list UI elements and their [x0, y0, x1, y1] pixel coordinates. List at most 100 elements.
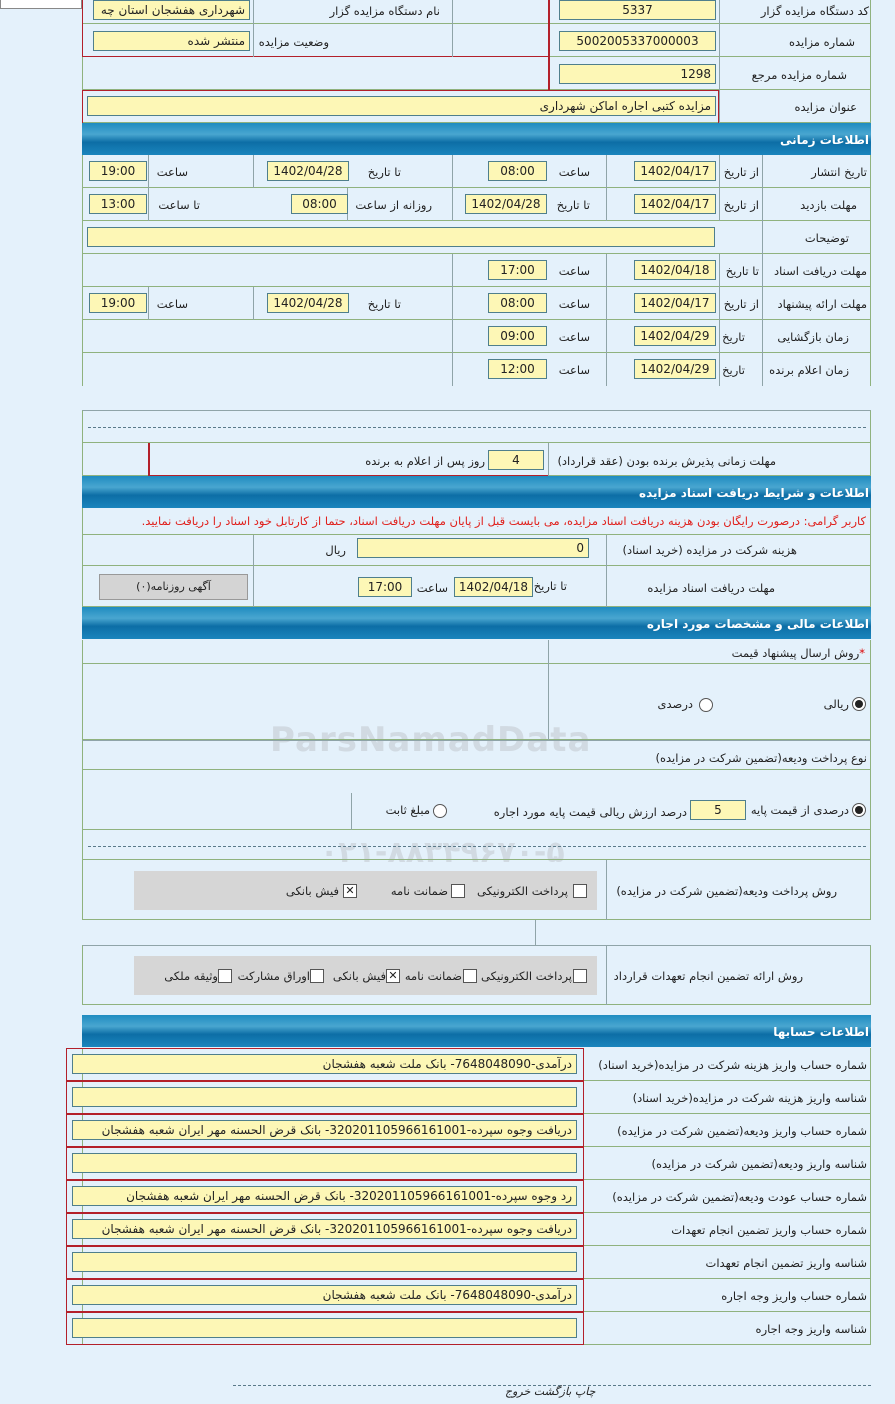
account-label: شماره حساب واریز تضمین انجام تعهدات [671, 1223, 867, 1237]
offer-from-time[interactable]: 08:00 [488, 293, 547, 313]
opening-label: زمان بازگشایی [777, 330, 849, 344]
docs-deadline-label: مهلت دریافت اسناد [774, 264, 867, 278]
fee-field[interactable]: 0 [357, 538, 589, 558]
auction-number-label: شماره مزایده [789, 35, 855, 49]
ref-number-field[interactable]: 1298 [559, 64, 716, 84]
title-field[interactable]: مزایده کتبی اجاره اماکن شهرداری [87, 96, 716, 116]
deposit-methods-group [134, 871, 597, 910]
account-label: شماره حساب واریز هزینه شرکت در مزایده(خر… [598, 1058, 867, 1072]
publish-to-date[interactable]: 1402/04/28 [267, 161, 349, 181]
account-label: شناسه واریز تضمین انجام تعهدات [705, 1256, 867, 1270]
radio-percent[interactable] [699, 698, 713, 712]
publish-to-time[interactable]: 19:00 [89, 161, 147, 181]
org-name-field[interactable]: شهرداری هفشجان استان چه [93, 0, 250, 20]
publish-from-time[interactable]: 08:00 [488, 161, 547, 181]
deposit-type-label: نوع پرداخت ودیعه(تضمین شرکت در مزایده) [655, 751, 867, 765]
title-label: عنوان مزایده [794, 100, 857, 114]
docs-notice: کاربر گرامی: درصورت رایگان بودن هزینه در… [141, 514, 866, 528]
checkbox-g-bank-receipt-label: فیش بانکی [332, 969, 386, 983]
opening-date[interactable]: 1402/04/29 [634, 326, 716, 346]
offer-to-date[interactable]: 1402/04/28 [267, 293, 349, 313]
account-field[interactable] [72, 1087, 577, 1107]
status-label: وضعیت مزایده [258, 35, 329, 49]
price-method-label: *روش ارسال پیشنهاد قیمت [732, 645, 865, 661]
time-label: ساعت [156, 165, 188, 179]
account-field[interactable] [72, 1318, 577, 1338]
newspaper-ad-button[interactable]: آگهی روزنامه(۰) [99, 574, 248, 600]
guarantee-method-label: روش ارائه تضمین انجام تعهدات قرارداد [613, 969, 803, 983]
opening-time[interactable]: 09:00 [488, 326, 547, 346]
checkbox-g-property[interactable] [218, 969, 232, 983]
radio-rial[interactable] [852, 697, 866, 711]
checkbox-g-bonds[interactable] [310, 969, 324, 983]
account-field[interactable]: رد وجوه سپرده-320201105966161001- بانک ق… [72, 1186, 577, 1206]
docs-time-field[interactable]: 17:00 [358, 577, 412, 597]
required-mark: * [859, 646, 865, 660]
percent-label: درصدی [657, 697, 693, 711]
acceptance-suffix: روز پس از اعلام به برنده [365, 454, 485, 468]
checkbox-g-electronic[interactable] [573, 969, 587, 983]
visit-from-date[interactable]: 1402/04/17 [634, 194, 716, 214]
from-date-label: از تاریخ [723, 198, 759, 212]
account-field[interactable] [72, 1153, 577, 1173]
account-label: شناسه واریز هزینه شرکت در مزایده(خرید اس… [632, 1091, 867, 1105]
visit-to-date[interactable]: 1402/04/28 [465, 194, 547, 214]
to-time-label: تا ساعت [158, 198, 200, 212]
guarantee-methods-group [134, 956, 597, 995]
fee-label: هزینه شرکت در مزایده (خرید اسناد) [622, 543, 798, 557]
account-label: شماره حساب عودت ودیعه(تضمین شرکت در مزای… [612, 1190, 867, 1204]
acceptance-days-field[interactable]: 4 [488, 450, 544, 470]
org-code-field[interactable]: 5337 [559, 0, 716, 20]
account-label: شماره حساب واریز ودیعه(تضمین شرکت در مزا… [617, 1124, 867, 1138]
date-label: تاریخ [722, 363, 745, 377]
docs-date-field[interactable]: 1402/04/18 [454, 577, 533, 597]
org-name-label: نام دستگاه مزایده گزار [329, 4, 440, 18]
back-link[interactable]: بازگشت [533, 1385, 572, 1398]
price-method-text: روش ارسال پیشنهاد قیمت [731, 646, 860, 660]
offer-from-date[interactable]: 1402/04/17 [634, 293, 716, 313]
time-label: ساعت [558, 363, 590, 377]
checkbox-g-guarantee-letter[interactable] [463, 969, 477, 983]
winner-time[interactable]: 12:00 [488, 359, 547, 379]
section-finance: اطلاعات مالی و مشخصات مورد اجاره [82, 607, 871, 639]
visit-daily-to[interactable]: 13:00 [89, 194, 147, 214]
visit-label: مهلت بازدید [800, 198, 857, 212]
checkbox-g-bank-receipt[interactable]: ✕ [386, 969, 400, 983]
checkbox-electronic[interactable] [573, 884, 587, 898]
exit-link[interactable]: خروج [505, 1385, 531, 1398]
to-date-label: تا تاریخ [725, 264, 759, 278]
status-field[interactable]: منتشر شده [93, 31, 250, 51]
account-field[interactable]: درآمدی-7648048090- بانک ملت شعبه هفشجان [72, 1285, 577, 1305]
deposit-percent-label: درصدی از قیمت پایه [750, 803, 849, 817]
offer-to-time[interactable]: 19:00 [89, 293, 147, 313]
account-field[interactable]: درآمدی-7648048090- بانک ملت شعبه هفشجان [72, 1054, 577, 1074]
account-field[interactable]: دریافت وجوه سپرده-320201105966161001- با… [72, 1120, 577, 1140]
print-link[interactable]: چاپ [574, 1385, 596, 1398]
publish-from-date[interactable]: 1402/04/17 [634, 161, 716, 181]
account-label: شناسه واریز ودیعه(تضمین شرکت در مزایده) [651, 1157, 867, 1171]
checkbox-g-guarantee-letter-label: ضمانت نامه [404, 969, 462, 983]
auction-number-field[interactable]: 5002005337000003 [559, 31, 716, 51]
winner-label: زمان اعلام برنده [769, 363, 849, 377]
docs-to-time[interactable]: 17:00 [488, 260, 547, 280]
time-label: ساعت [558, 264, 590, 278]
notes-field[interactable] [87, 227, 715, 247]
radio-deposit-percent[interactable] [852, 803, 866, 817]
fixed-amount-label: مبلغ ثابت [385, 803, 430, 817]
to-date-label: تا تاریخ [533, 579, 567, 593]
checkbox-guarantee-letter[interactable] [451, 884, 465, 898]
publish-label: تاریخ انتشار [811, 165, 867, 179]
account-field[interactable] [72, 1252, 577, 1272]
checkbox-bank-receipt[interactable]: ✕ [343, 884, 357, 898]
top-button-fragment[interactable] [0, 0, 82, 9]
ref-number-label: شماره مزایده مرجع [751, 68, 847, 82]
winner-date[interactable]: 1402/04/29 [634, 359, 716, 379]
deposit-percent-field[interactable]: 5 [690, 800, 746, 820]
footer-links: چاپ بازگشت خروج [505, 1384, 595, 1400]
to-date-label: تا تاریخ [367, 297, 401, 311]
visit-daily-from[interactable]: 08:00 [291, 194, 348, 214]
account-field[interactable]: دریافت وجوه سپرده-320201105966161001- با… [72, 1219, 577, 1239]
radio-fixed-amount[interactable] [433, 804, 447, 818]
to-date-label: تا تاریخ [367, 165, 401, 179]
docs-to-date[interactable]: 1402/04/18 [634, 260, 716, 280]
